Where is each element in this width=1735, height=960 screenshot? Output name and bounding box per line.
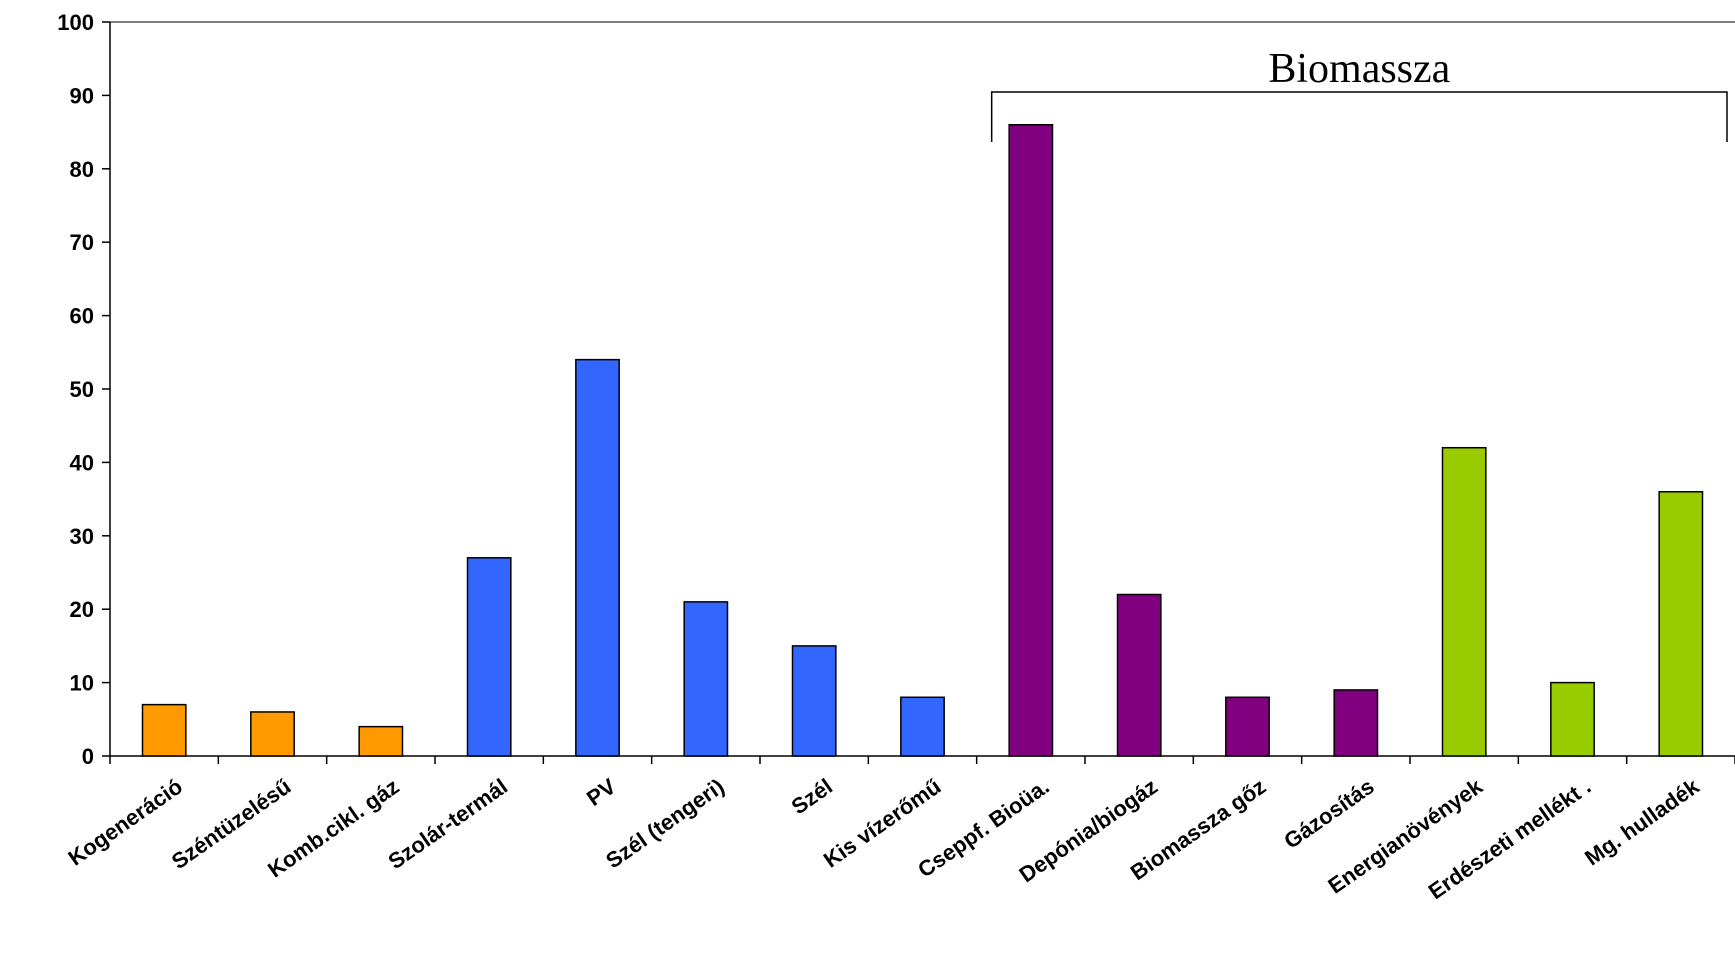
bar (900, 696, 945, 757)
bars (141, 124, 1704, 757)
bar (575, 358, 620, 757)
bar (141, 703, 187, 757)
bar (1441, 446, 1487, 757)
category-label: Gázosítás (1279, 774, 1378, 854)
y-tick-label: 30 (70, 524, 94, 549)
y-tick-label: 90 (70, 83, 94, 108)
y-tick-label: 60 (70, 304, 94, 329)
annotation-label: Biomassza (1268, 46, 1450, 92)
bar (1333, 689, 1379, 757)
category-label: Szél (tengeri) (601, 774, 728, 874)
bar (1550, 681, 1595, 757)
bar (1116, 593, 1162, 757)
category-label: Szolár-termál (384, 774, 513, 874)
y-axis: 0 10 20 30 40 50 60 70 80 90 100 (57, 10, 1735, 769)
category-label: Szél (787, 774, 837, 820)
y-tick-label: 50 (70, 377, 94, 402)
bar (358, 725, 404, 757)
y-tick-label: 20 (70, 597, 94, 622)
y-tick-label: 70 (70, 230, 94, 255)
category-label: Mg. hulladék (1580, 773, 1704, 870)
bar (1658, 491, 1704, 757)
bar (1008, 124, 1054, 757)
y-tick-label: 10 (70, 671, 94, 696)
bar (791, 645, 837, 757)
category-label: PV (582, 773, 621, 810)
bar (466, 557, 512, 757)
y-tick-label: 40 (70, 450, 94, 475)
y-tick-label: 100 (57, 10, 94, 35)
bar (1225, 696, 1270, 757)
bar (250, 711, 295, 757)
annotation-bracket (990, 91, 1728, 142)
y-tick-label: 0 (82, 744, 94, 769)
biomassza-annotation: Biomassza (990, 46, 1728, 142)
y-tick-label: 80 (70, 157, 94, 182)
bar (683, 601, 729, 757)
